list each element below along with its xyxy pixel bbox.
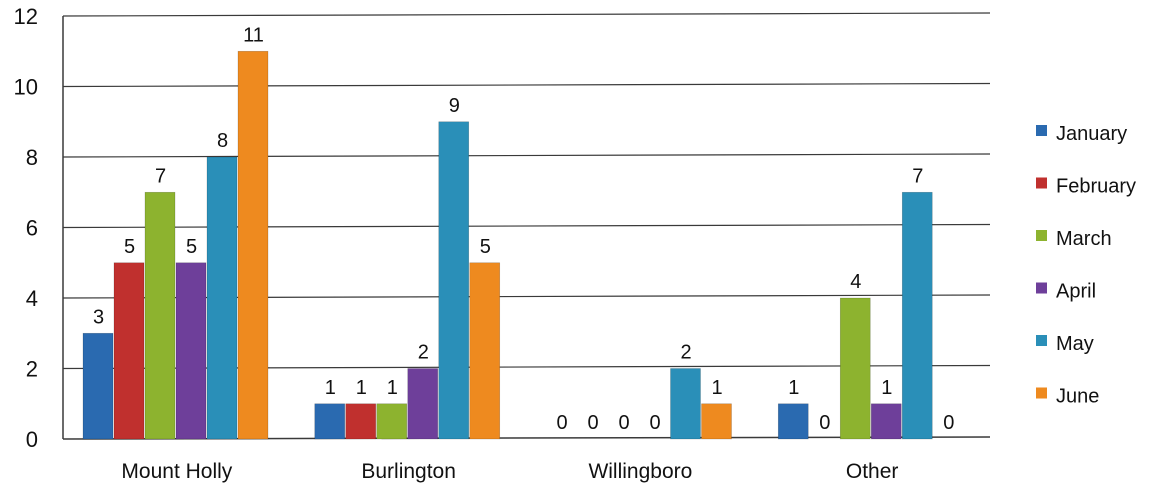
data-label: 1 — [325, 377, 336, 399]
legend: January February March April May June — [1036, 123, 1136, 408]
data-label: 1 — [881, 377, 892, 399]
bar-april — [175, 262, 207, 440]
legend-swatch — [1036, 177, 1047, 189]
gridline-12 — [62, 12, 991, 17]
data-label: 11 — [243, 24, 264, 46]
bar-june — [469, 262, 501, 440]
bar-june — [701, 403, 732, 440]
legend-label: April — [1056, 281, 1096, 303]
x-tick-label: Other — [846, 460, 899, 483]
bar-february — [113, 262, 145, 440]
bar-june — [237, 50, 269, 440]
bar-march — [144, 191, 176, 440]
bar-may — [901, 191, 933, 440]
bar-april — [407, 368, 439, 440]
data-label: 3 — [93, 306, 104, 328]
bar-january — [82, 332, 114, 440]
legend-item-april: April — [1036, 281, 1096, 303]
data-label: 9 — [449, 95, 460, 117]
gridline-6 — [62, 223, 991, 229]
bar-february — [345, 403, 377, 440]
bar-march — [376, 403, 408, 440]
data-label: 0 — [556, 412, 567, 434]
legend-item-february: February — [1036, 176, 1136, 198]
legend-label: February — [1056, 176, 1136, 198]
bar-january — [314, 403, 346, 440]
bar-january — [777, 403, 809, 440]
legend-label: June — [1056, 386, 1099, 408]
bar-march — [839, 297, 871, 440]
data-label: 7 — [155, 165, 166, 187]
data-label: 7 — [912, 165, 923, 187]
data-label: 5 — [186, 236, 197, 258]
legend-swatch — [1036, 230, 1047, 241]
data-label: 1 — [788, 377, 799, 399]
data-label: 1 — [356, 377, 367, 399]
legend-item-may: May — [1036, 333, 1094, 355]
x-tick-label: Mount Holly — [121, 460, 232, 483]
y-tick-label: 10 — [14, 75, 38, 100]
data-label: 4 — [850, 271, 861, 293]
bar-may — [670, 368, 701, 440]
bar-april — [870, 403, 902, 440]
bar-may — [438, 121, 470, 440]
bar-may — [206, 156, 238, 440]
legend-label: May — [1056, 333, 1094, 355]
data-label: 0 — [587, 412, 598, 434]
gridline-10 — [62, 82, 991, 88]
legend-swatch — [1036, 282, 1047, 294]
data-label: 1 — [711, 377, 722, 399]
legend-swatch — [1036, 335, 1047, 346]
legend-item-march: March — [1036, 228, 1112, 250]
gridline-8 — [62, 153, 991, 158]
y-tick-label: 2 — [26, 357, 38, 382]
data-label: 8 — [217, 130, 228, 152]
y-tick-label: 4 — [26, 286, 38, 311]
legend-label: March — [1056, 228, 1112, 250]
legend-item-june: June — [1036, 386, 1099, 408]
data-label: 2 — [680, 342, 691, 364]
data-label: 0 — [819, 412, 830, 434]
y-tick-label: 0 — [26, 427, 38, 452]
legend-swatch — [1036, 387, 1047, 399]
legend-swatch — [1036, 125, 1047, 136]
data-label: 5 — [124, 236, 135, 258]
data-label: 5 — [480, 236, 491, 258]
x-tick-label: Burlington — [361, 460, 456, 483]
data-label: 2 — [418, 342, 429, 364]
bars — [82, 50, 933, 440]
data-label: 0 — [649, 412, 660, 434]
data-label: 1 — [387, 377, 398, 399]
y-tick-label: 8 — [26, 145, 38, 170]
data-label: 0 — [943, 412, 954, 434]
legend-item-january: January — [1036, 123, 1127, 145]
legend-label: January — [1056, 123, 1127, 145]
data-label: 0 — [618, 412, 629, 434]
y-tick-label: 6 — [26, 216, 38, 241]
y-tick-label: 12 — [14, 4, 38, 29]
x-tick-label: Willingboro — [588, 460, 692, 483]
